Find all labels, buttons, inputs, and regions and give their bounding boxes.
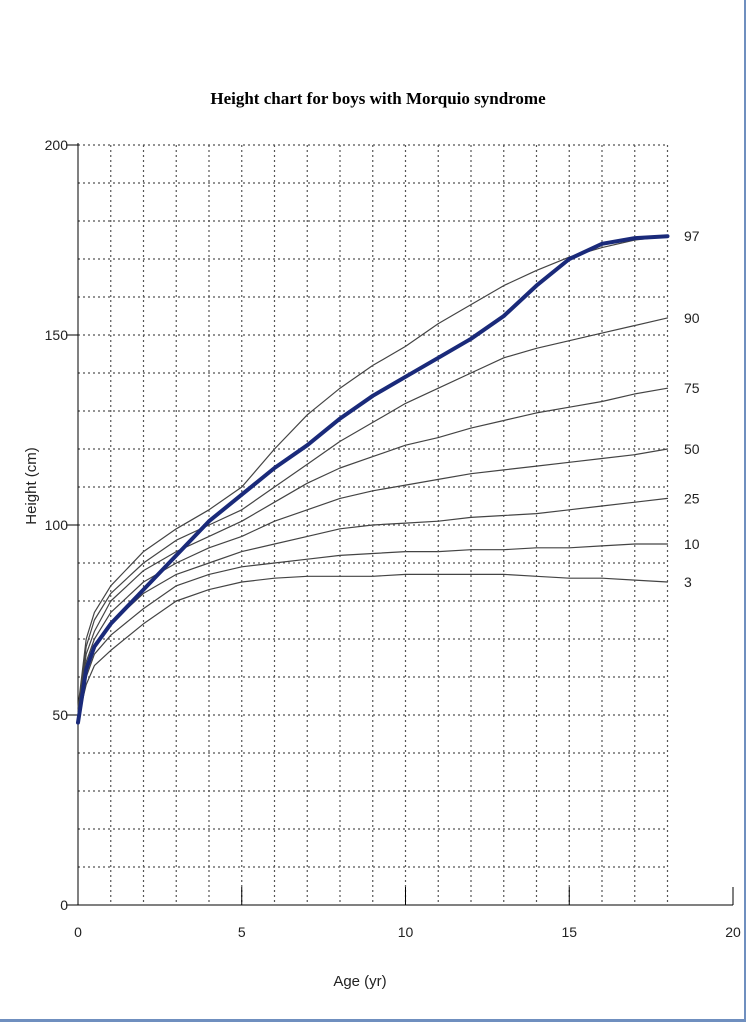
y-tick-label: 150 — [45, 327, 69, 343]
percentile-label: 50 — [684, 441, 700, 457]
percentile-90-line — [77, 317, 669, 712]
x-tick-label: 5 — [238, 924, 246, 940]
x-tick-label: 15 — [561, 924, 577, 940]
percentile-50-line — [77, 448, 669, 716]
chart-title: Height chart for boys with Morquio syndr… — [210, 89, 546, 108]
percentile-3-line — [77, 573, 669, 720]
y-axis-label: Height (cm) — [23, 447, 40, 525]
percentile-75-line — [77, 387, 669, 716]
percentile-label: 10 — [684, 536, 700, 552]
percentile-label: 75 — [684, 380, 700, 396]
percentile-label: 25 — [684, 490, 700, 506]
percentile-label: 90 — [684, 310, 700, 326]
percentile-97-line — [77, 235, 669, 709]
series-group — [76, 234, 670, 725]
percentile-10-line — [77, 543, 669, 720]
y-tick-label: 0 — [60, 897, 68, 913]
series-labels: 3 10 25 50 75 90 97 — [684, 228, 700, 590]
x-tick-label: 0 — [74, 924, 82, 940]
x-tick-label: 20 — [725, 924, 741, 940]
x-axis-label: Age (yr) — [333, 973, 386, 990]
patient-growth-line — [76, 234, 670, 725]
y-tick-label: 50 — [52, 707, 68, 723]
percentile-label: 97 — [684, 228, 700, 244]
percentile-label: 3 — [684, 574, 692, 590]
x-tick-label: 10 — [398, 924, 414, 940]
y-tick-label: 100 — [45, 517, 69, 533]
y-tick-label: 200 — [45, 137, 69, 153]
